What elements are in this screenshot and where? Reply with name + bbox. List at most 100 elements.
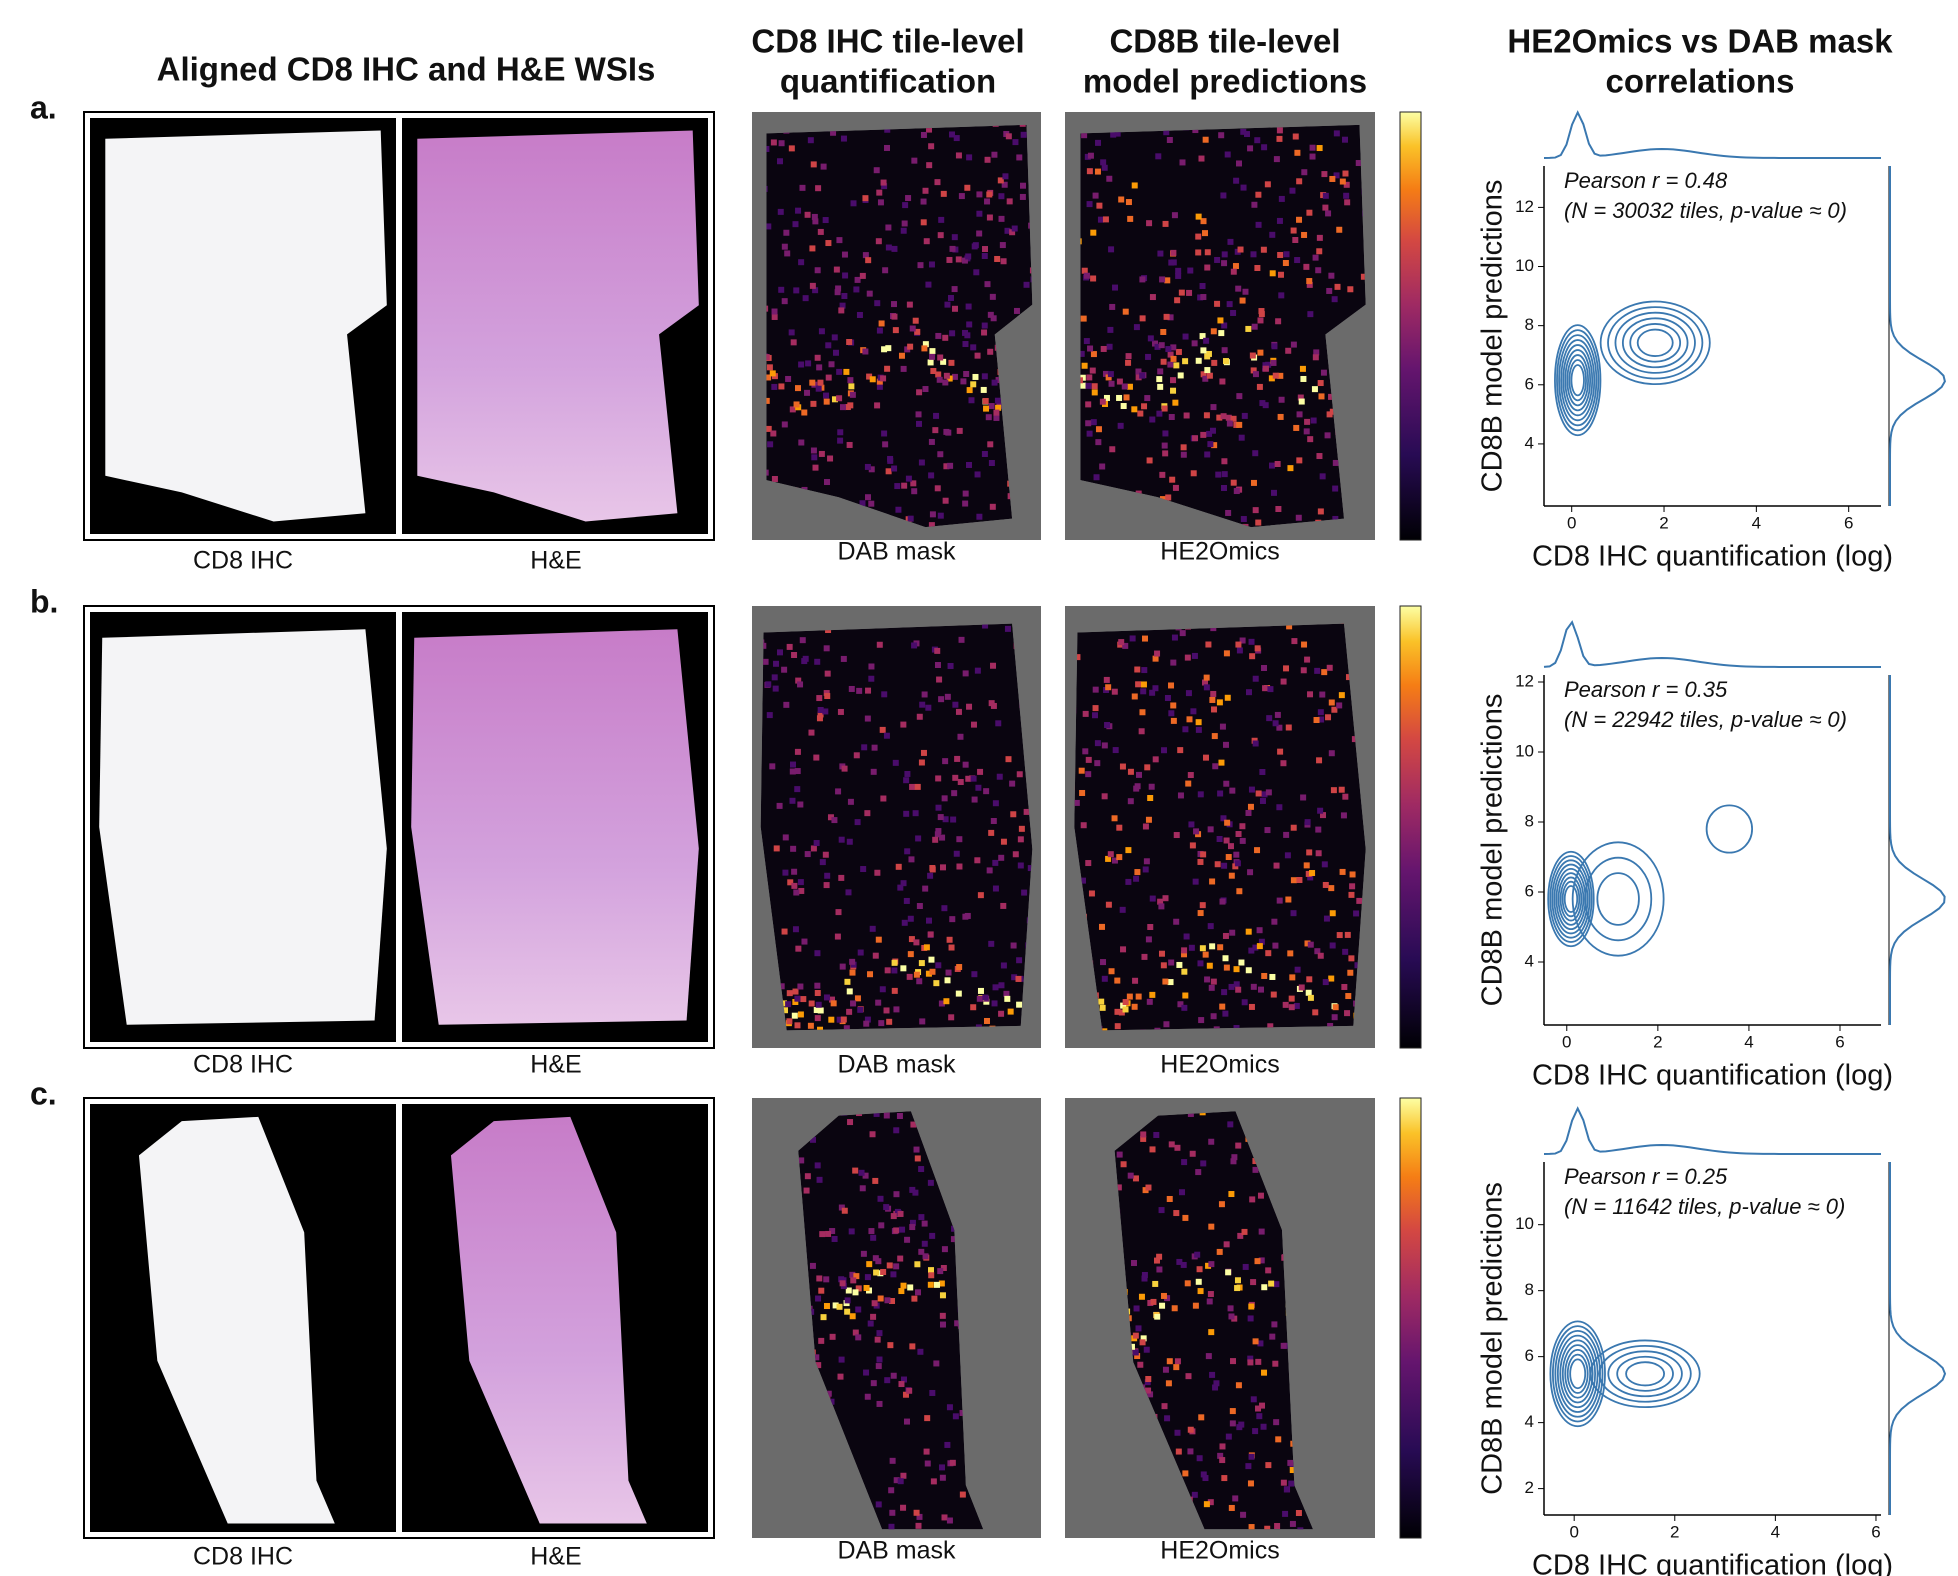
density-contour [1569,1358,1587,1390]
heat-tile [801,658,808,665]
heat-tile [1239,297,1246,304]
heat-tile [1291,638,1298,645]
heat-tile [1000,258,1007,265]
heat-tile [1197,858,1204,865]
heat-tile [927,1281,934,1288]
heat-tile [1289,1520,1296,1527]
heat-tile [1292,237,1299,244]
heat-tile [1104,722,1111,729]
heat-tile [1229,929,1236,936]
heat-tile [951,234,958,241]
heat-tile [797,983,804,990]
heat-tile [1329,408,1336,415]
heat-tile [985,414,992,421]
heat-tile [865,257,872,264]
heat-tile [933,980,940,987]
heat-tile [1258,986,1265,993]
heat-tile [1236,1424,1243,1431]
heat-tile [1147,923,1154,930]
heat-tile [922,187,929,194]
heat-tile [1242,288,1249,295]
density-contour [1553,863,1589,935]
heat-tile [874,1336,881,1343]
y-tick-label: 8 [1525,1280,1534,1299]
heat-tile [1227,843,1234,850]
heat-tile [1284,852,1291,859]
heat-tile [816,1176,823,1183]
heat-tile [990,817,997,824]
heat-tile [1127,215,1134,222]
heat-tile [1224,819,1231,826]
heat-tile [794,748,801,755]
heat-tile [1101,975,1108,982]
heat-tile [915,835,922,842]
heat-tile [1221,458,1228,465]
heat-tile [1234,1277,1241,1284]
heat-tile [1200,1160,1207,1167]
heat-tile [1328,975,1335,982]
heat-tile [924,1460,931,1467]
heat-tile [989,293,996,300]
heat-tile [887,455,894,462]
heat-tile [1175,272,1182,279]
heat-tile [818,1287,825,1294]
heat-tile [1267,1023,1274,1030]
heat-tile [792,988,799,995]
heat-tile [1277,271,1284,278]
x-tick-label: 0 [1569,1522,1578,1541]
heat-tile [941,905,948,912]
heat-tile [782,869,789,876]
heat-tile [1131,406,1138,413]
caption: CD8 IHC [193,1051,293,1079]
heat-tile [1202,1475,1209,1482]
heat-tile [1009,229,1016,236]
heat-tile [956,427,963,434]
heat-tile [1020,131,1027,138]
heat-tile [887,1342,894,1349]
heat-tile [840,135,847,142]
heat-tile [1197,791,1204,798]
density-contour [1589,1339,1701,1409]
heat-tile [920,198,927,205]
heat-tile [953,850,960,857]
heat-tile [1141,403,1148,410]
heat-tile [1318,393,1325,400]
heat-tile [991,379,998,386]
heat-tile [860,1250,867,1257]
heat-tile [811,213,818,220]
heat-tile [952,701,959,708]
heat-tile [815,185,822,192]
heat-tile [814,950,821,957]
y-tick-label: 10 [1515,256,1534,275]
heat-tile [831,396,838,403]
heat-tile [848,383,855,390]
annotation: (N = 22942 tiles, p-value ≈ 0) [1564,707,1847,732]
heat-tile [1029,267,1033,274]
heat-tile [1181,951,1188,958]
heat-tile [824,872,831,879]
heat-tile [1326,287,1333,294]
heat-tile [932,427,939,434]
heat-tile [1265,950,1272,957]
heat-tile [1344,1010,1351,1017]
heat-tile [1322,204,1329,211]
heat-tile [883,1007,890,1014]
heat-tile [1307,691,1314,698]
heat-tile [947,294,954,301]
heat-tile [998,982,1005,989]
heat-tile [1319,473,1326,480]
heat-tile [893,1477,900,1484]
heat-tile [1190,470,1197,477]
heat-tile [1100,959,1107,966]
marginal-y [1889,166,1946,506]
heat-tile [1256,927,1263,934]
heat-tile [898,1381,905,1388]
heat-tile [1184,654,1191,661]
heat-tile [1109,303,1116,310]
heat-tile [789,768,796,775]
heat-tile [1012,851,1019,858]
heat-tile [1338,786,1345,793]
heat-tile [804,211,811,218]
heat-tile [841,292,848,299]
heat-tile [1121,383,1128,390]
